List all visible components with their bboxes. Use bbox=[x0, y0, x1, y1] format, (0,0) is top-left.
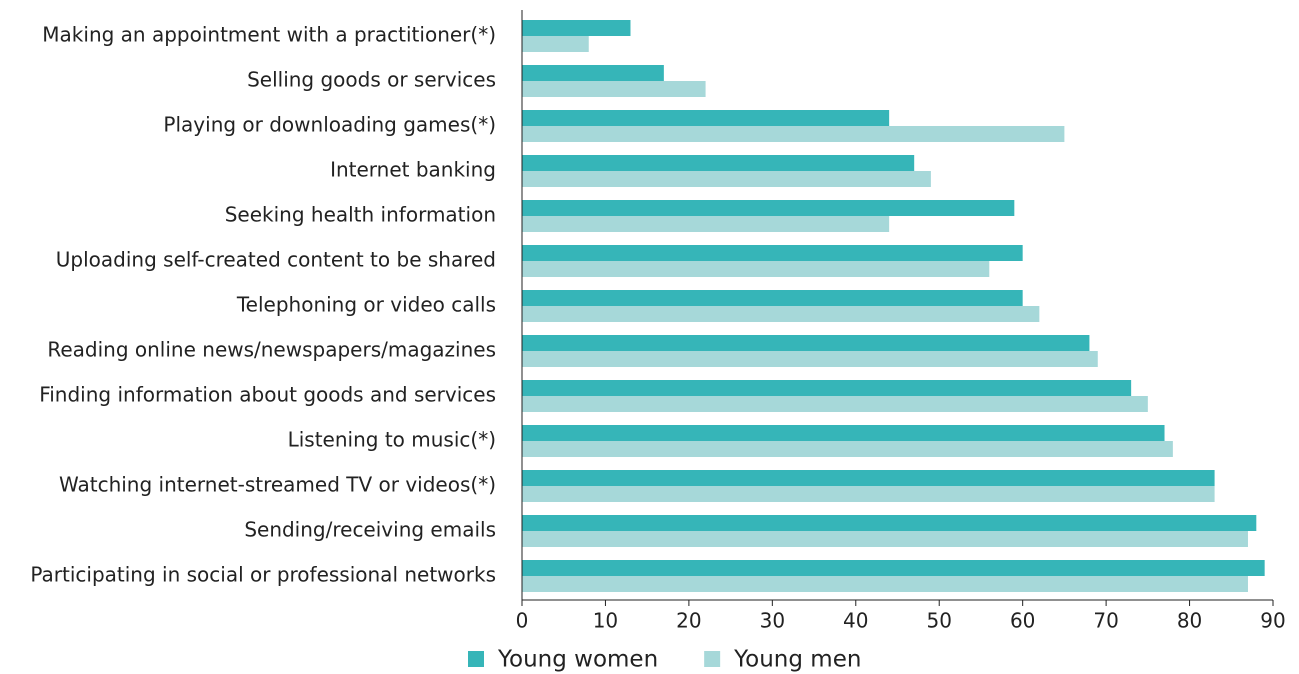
bar bbox=[522, 306, 1040, 322]
y-tick-label: Telephoning or video calls bbox=[236, 293, 496, 317]
y-tick-label: Sending/receiving emails bbox=[244, 518, 496, 542]
x-tick-label: 10 bbox=[593, 609, 618, 633]
bar bbox=[522, 531, 1248, 547]
bar bbox=[522, 126, 1065, 142]
bar bbox=[522, 155, 915, 171]
y-tick-label: Internet banking bbox=[330, 158, 496, 182]
y-tick-label: Selling goods or services bbox=[247, 68, 496, 92]
bar bbox=[522, 486, 1215, 502]
y-tick-label: Making an appointment with a practitione… bbox=[42, 23, 496, 47]
y-tick-label: Seeking health information bbox=[225, 203, 496, 227]
bar bbox=[522, 425, 1165, 441]
x-tick-label: 50 bbox=[926, 609, 951, 633]
bar bbox=[522, 65, 664, 81]
bar bbox=[522, 470, 1215, 486]
bar bbox=[522, 261, 990, 277]
y-tick-label: Listening to music(*) bbox=[288, 428, 496, 452]
legend-label: Young women bbox=[497, 647, 658, 673]
bar bbox=[522, 515, 1257, 531]
x-tick-label: 0 bbox=[516, 609, 529, 633]
bar bbox=[522, 441, 1173, 457]
bar bbox=[522, 20, 631, 36]
bar bbox=[522, 290, 1023, 306]
y-tick-label: Finding information about goods and serv… bbox=[39, 383, 496, 407]
y-tick-label: Uploading self-created content to be sha… bbox=[56, 248, 496, 272]
legend-swatch bbox=[704, 651, 721, 667]
x-tick-label: 60 bbox=[1010, 609, 1035, 633]
legend-swatch bbox=[468, 651, 484, 667]
x-tick-label: 20 bbox=[676, 609, 701, 633]
bar bbox=[522, 81, 706, 97]
bar bbox=[522, 36, 589, 52]
bar bbox=[522, 171, 931, 187]
bar bbox=[522, 560, 1265, 576]
bar bbox=[522, 110, 890, 126]
y-tick-label: Reading online news/newspapers/magazines bbox=[47, 338, 496, 362]
x-tick-label: 90 bbox=[1260, 609, 1285, 633]
y-tick-label: Participating in social or professional … bbox=[30, 563, 496, 587]
bar bbox=[522, 216, 890, 232]
legend-label: Young men bbox=[733, 647, 861, 673]
bar bbox=[522, 335, 1090, 351]
bar bbox=[522, 200, 1015, 216]
bar bbox=[522, 576, 1248, 592]
x-tick-label: 70 bbox=[1093, 609, 1118, 633]
x-tick-label: 80 bbox=[1177, 609, 1202, 633]
bar bbox=[522, 380, 1132, 396]
y-tick-label: Watching internet-streamed TV or videos(… bbox=[59, 473, 496, 497]
bar bbox=[522, 351, 1098, 367]
bar bbox=[522, 396, 1148, 412]
bar bbox=[522, 245, 1023, 261]
x-tick-label: 30 bbox=[760, 609, 785, 633]
y-tick-label: Playing or downloading games(*) bbox=[163, 113, 496, 137]
x-tick-label: 40 bbox=[843, 609, 868, 633]
